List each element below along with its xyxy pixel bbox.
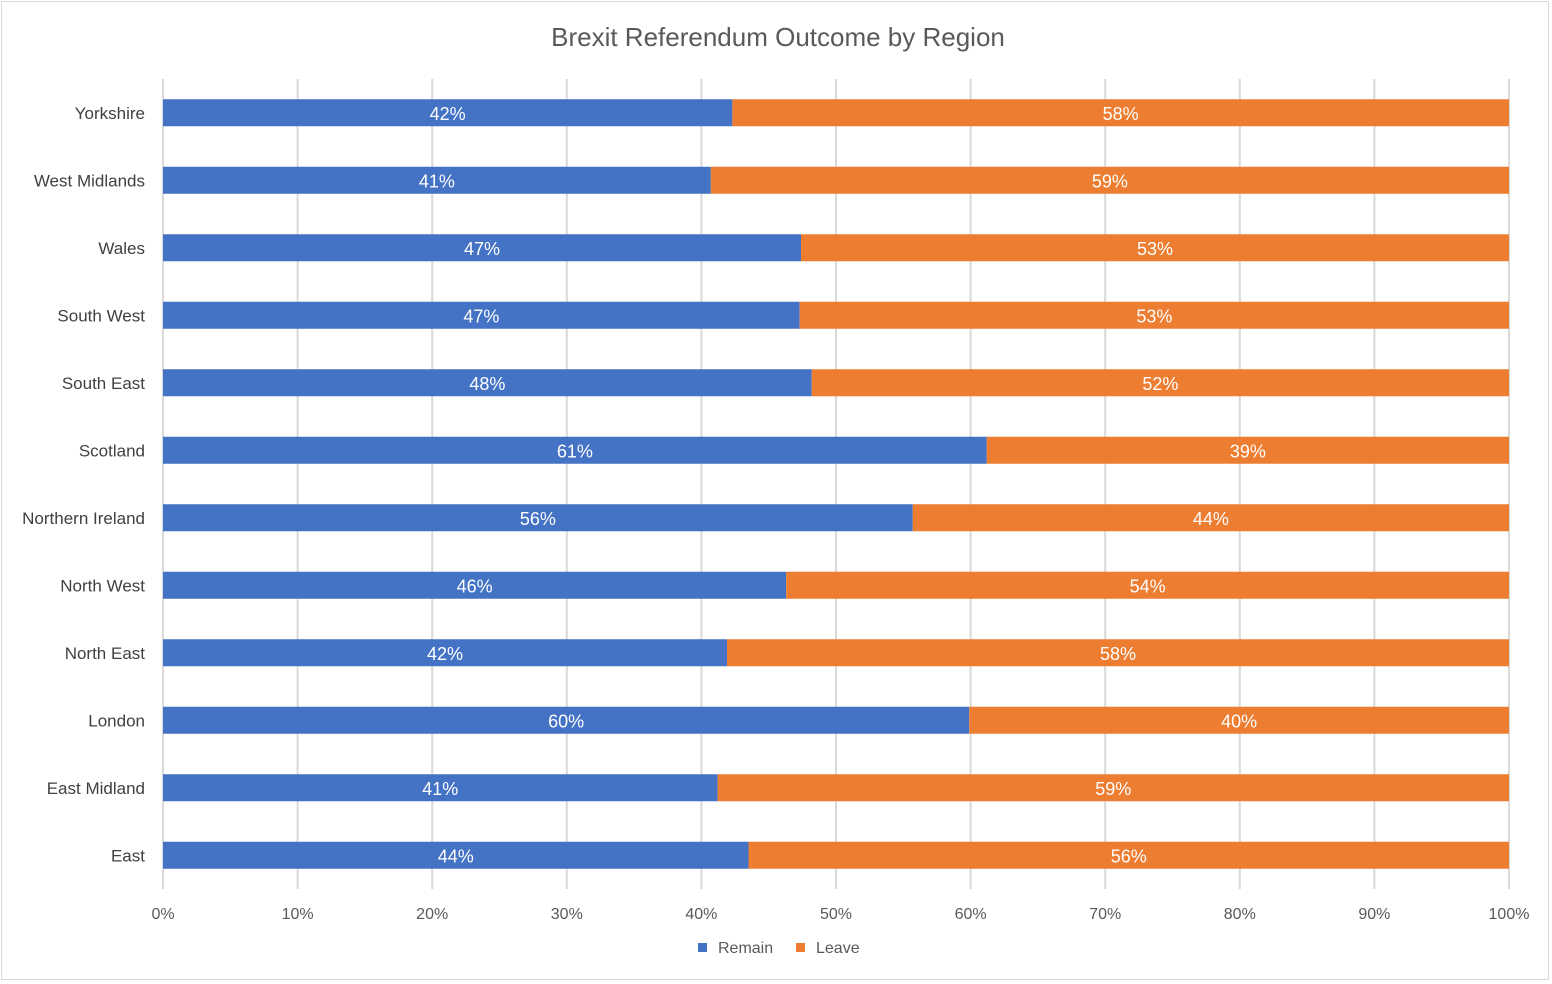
category-label: London	[88, 711, 145, 730]
data-label: 42%	[430, 104, 466, 124]
bar-remain-london	[163, 706, 970, 734]
bar-remain-northern-ireland	[163, 504, 913, 532]
data-label: 58%	[1100, 644, 1136, 664]
data-label: 44%	[1193, 509, 1229, 529]
data-label: 53%	[1137, 239, 1173, 259]
data-label: 42%	[427, 644, 463, 664]
legend-label-remain[interactable]: Remain	[718, 940, 773, 957]
data-label: 44%	[438, 846, 474, 866]
bar-leave-wales	[801, 234, 1509, 262]
x-tick-label: 20%	[416, 906, 448, 923]
category-axis: East East Midland London North East North We…	[22, 104, 145, 866]
data-label: 58%	[1103, 104, 1139, 124]
x-tick-label: 70%	[1089, 906, 1121, 923]
category-label: Northern Ireland	[22, 509, 145, 528]
bar-leave-north-east	[726, 639, 1509, 667]
legend[interactable]: Remain Leave	[698, 940, 860, 957]
bar-remain-wales	[163, 234, 802, 262]
x-tick-label: 100%	[1489, 906, 1530, 923]
bars: 44% 56% 41% 59% 60% 40% 42% 58% 46% 54% 56% 44% 61% 3…	[163, 99, 1509, 869]
category-label: South East	[62, 374, 145, 393]
data-label: 47%	[463, 306, 499, 326]
bar-leave-scotland	[986, 436, 1509, 464]
data-label: 56%	[520, 509, 556, 529]
x-tick-label: 0%	[151, 906, 174, 923]
legend-swatch-leave	[796, 943, 805, 952]
bar-leave-east-midland	[717, 774, 1509, 802]
bar-remain-north-west	[163, 571, 787, 599]
x-tick-label: 90%	[1358, 906, 1390, 923]
category-label: North East	[65, 644, 146, 663]
data-label: 40%	[1221, 711, 1257, 731]
x-tick-label: 80%	[1224, 906, 1256, 923]
data-label: 48%	[469, 374, 505, 394]
data-label: 54%	[1130, 576, 1166, 596]
bar-remain-south-west	[163, 301, 800, 329]
bar-remain-north-east	[163, 639, 727, 667]
bar-leave-west-midlands	[710, 166, 1509, 194]
category-label: North West	[60, 576, 145, 595]
category-label: East Midland	[47, 779, 145, 798]
chart-title: Brexit Referendum Outcome by Region	[551, 22, 1005, 52]
category-label: East	[111, 846, 145, 865]
x-tick-label: 60%	[955, 906, 987, 923]
bar-leave-south-west	[799, 301, 1509, 329]
data-label: 39%	[1230, 441, 1266, 461]
x-tick-label: 40%	[685, 906, 717, 923]
bar-remain-east	[163, 841, 749, 869]
x-tick-label: 10%	[282, 906, 314, 923]
data-label: 46%	[457, 576, 493, 596]
category-label: Wales	[98, 239, 145, 258]
x-tick-label: 30%	[551, 906, 583, 923]
data-label: 52%	[1142, 374, 1178, 394]
gridlines	[162, 79, 1510, 889]
bar-leave-yorkshire	[732, 99, 1509, 127]
x-tick-label: 50%	[820, 906, 852, 923]
bar-leave-northern-ireland	[912, 504, 1509, 532]
data-label: 41%	[419, 171, 455, 191]
bar-remain-west-midlands	[163, 166, 711, 194]
bar-remain-yorkshire	[163, 99, 733, 127]
category-label: Yorkshire	[75, 104, 145, 123]
bar-remain-south-east	[163, 369, 812, 397]
data-label: 61%	[557, 441, 593, 461]
data-label: 60%	[548, 711, 584, 731]
legend-swatch-remain	[698, 943, 707, 952]
category-label: South West	[57, 306, 145, 325]
bar-leave-north-west	[786, 571, 1509, 599]
bar-leave-london	[969, 706, 1509, 734]
bar-leave-south-east	[811, 369, 1509, 397]
bar-remain-east-midland	[163, 774, 718, 802]
legend-label-leave[interactable]: Leave	[816, 940, 860, 957]
bar-leave-east	[748, 841, 1509, 869]
data-label: 53%	[1136, 306, 1172, 326]
category-label: West Midlands	[34, 171, 145, 190]
data-label: 47%	[464, 239, 500, 259]
data-label: 59%	[1092, 171, 1128, 191]
bar-remain-scotland	[163, 436, 987, 464]
value-axis: 0% 10% 20% 30% 40% 50% 60% 70% 80% 90% 100%	[151, 906, 1529, 923]
data-label: 56%	[1111, 846, 1147, 866]
data-label: 41%	[422, 779, 458, 799]
category-label: Scotland	[79, 441, 145, 460]
data-label: 59%	[1095, 779, 1131, 799]
